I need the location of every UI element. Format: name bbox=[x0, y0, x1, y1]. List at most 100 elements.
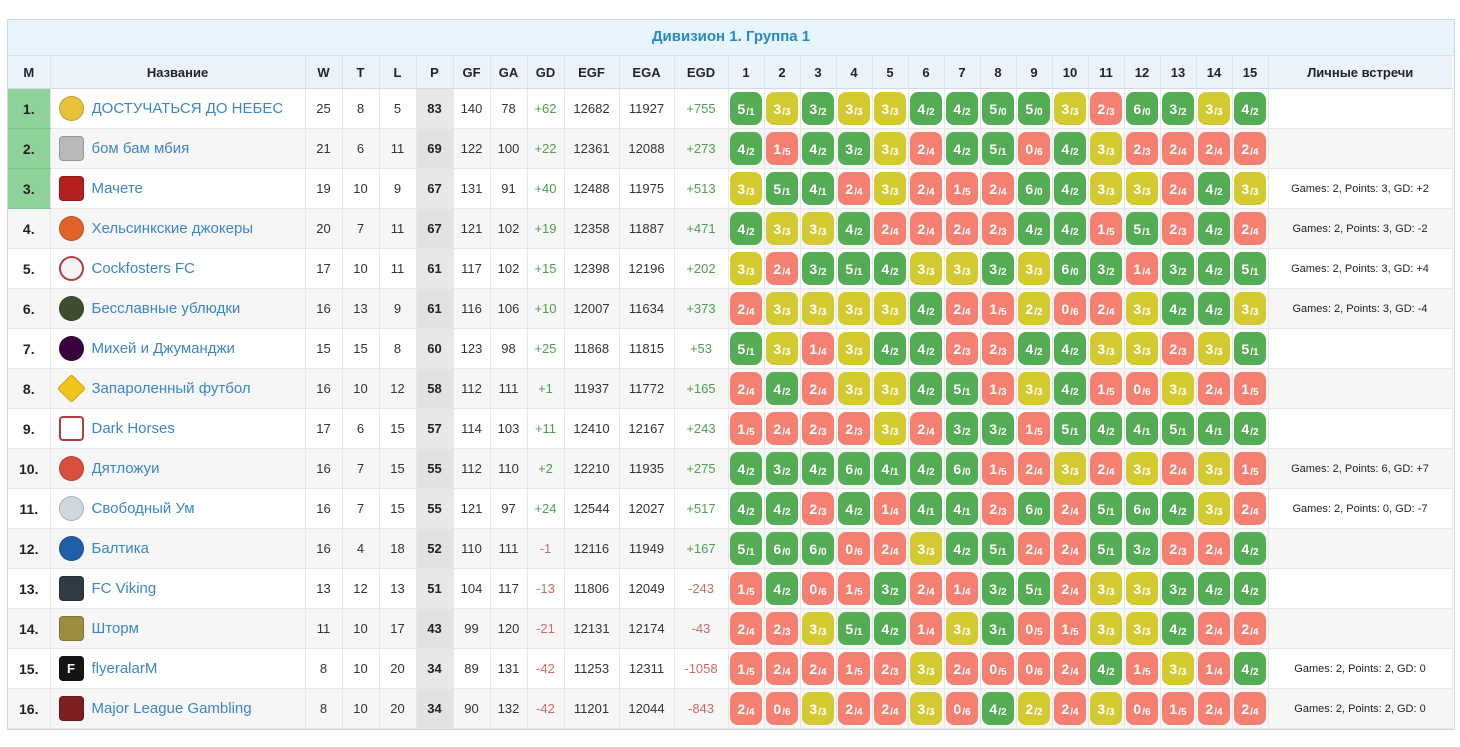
match-result-chip[interactable]: 4/2 bbox=[910, 372, 942, 405]
match-result-chip[interactable]: 3/2 bbox=[802, 252, 834, 285]
match-result-chip[interactable]: 4/2 bbox=[1162, 612, 1194, 645]
match-result-chip[interactable]: 3/2 bbox=[766, 452, 798, 485]
match-result-chip[interactable]: 2/4 bbox=[946, 652, 978, 685]
match-result-chip[interactable]: 0/6 bbox=[1126, 692, 1158, 725]
match-result-chip[interactable]: 2/4 bbox=[802, 652, 834, 685]
match-result-chip[interactable]: 2/4 bbox=[1054, 492, 1086, 525]
match-result-chip[interactable]: 6/0 bbox=[1126, 92, 1158, 125]
match-result-chip[interactable]: 2/4 bbox=[1198, 132, 1230, 165]
team-name-link[interactable]: Михей и Джуманджи bbox=[91, 340, 235, 357]
match-result-chip[interactable]: 2/3 bbox=[874, 652, 906, 685]
match-result-chip[interactable]: 5/1 bbox=[1162, 412, 1194, 445]
match-result-chip[interactable]: 3/3 bbox=[1126, 332, 1158, 365]
match-result-chip[interactable]: 2/4 bbox=[910, 212, 942, 245]
match-result-chip[interactable]: 3/2 bbox=[1090, 252, 1122, 285]
match-result-chip[interactable]: 3/3 bbox=[1234, 172, 1266, 205]
team-name-link[interactable]: Мачете bbox=[91, 180, 143, 197]
match-result-chip[interactable]: 0/6 bbox=[946, 692, 978, 725]
match-result-chip[interactable]: 2/4 bbox=[1234, 132, 1266, 165]
match-result-chip[interactable]: 3/3 bbox=[1090, 132, 1122, 165]
match-result-chip[interactable]: 1/5 bbox=[730, 412, 762, 445]
match-result-chip[interactable]: 2/3 bbox=[766, 612, 798, 645]
match-result-chip[interactable]: 4/1 bbox=[874, 452, 906, 485]
match-result-chip[interactable]: 6/0 bbox=[1126, 492, 1158, 525]
match-result-chip[interactable]: 4/2 bbox=[1198, 572, 1230, 605]
match-result-chip[interactable]: 4/2 bbox=[1198, 292, 1230, 325]
match-result-chip[interactable]: 3/3 bbox=[730, 172, 762, 205]
match-result-chip[interactable]: 5/1 bbox=[1126, 212, 1158, 245]
match-result-chip[interactable]: 5/0 bbox=[982, 92, 1014, 125]
match-result-chip[interactable]: 2/4 bbox=[1162, 132, 1194, 165]
match-result-chip[interactable]: 2/4 bbox=[766, 652, 798, 685]
match-result-chip[interactable]: 2/4 bbox=[1162, 452, 1194, 485]
match-result-chip[interactable]: 4/1 bbox=[946, 492, 978, 525]
match-result-chip[interactable]: 2/4 bbox=[802, 372, 834, 405]
team-name-link[interactable]: ДОСТУЧАТЬСЯ ДО НЕБЕС bbox=[91, 100, 284, 117]
match-result-chip[interactable]: 3/2 bbox=[982, 252, 1014, 285]
match-result-chip[interactable]: 4/2 bbox=[1054, 372, 1086, 405]
match-result-chip[interactable]: 1/4 bbox=[874, 492, 906, 525]
match-result-chip[interactable]: 1/4 bbox=[802, 332, 834, 365]
match-result-chip[interactable]: 4/1 bbox=[802, 172, 834, 205]
match-result-chip[interactable]: 3/3 bbox=[874, 292, 906, 325]
match-result-chip[interactable]: 5/1 bbox=[730, 532, 762, 565]
match-result-chip[interactable]: 5/1 bbox=[1018, 572, 1050, 605]
match-result-chip[interactable]: 3/3 bbox=[910, 532, 942, 565]
match-result-chip[interactable]: 3/3 bbox=[766, 92, 798, 125]
match-result-chip[interactable]: 2/4 bbox=[1234, 612, 1266, 645]
match-result-chip[interactable]: 4/2 bbox=[730, 212, 762, 245]
match-result-chip[interactable]: 3/3 bbox=[1090, 572, 1122, 605]
match-result-chip[interactable]: 5/1 bbox=[1054, 412, 1086, 445]
match-result-chip[interactable]: 4/2 bbox=[1234, 412, 1266, 445]
match-result-chip[interactable]: 2/4 bbox=[1054, 572, 1086, 605]
match-result-chip[interactable]: 6/0 bbox=[766, 532, 798, 565]
match-result-chip[interactable]: 4/2 bbox=[1054, 212, 1086, 245]
match-result-chip[interactable]: 6/0 bbox=[1054, 252, 1086, 285]
match-result-chip[interactable]: 3/3 bbox=[1234, 292, 1266, 325]
match-result-chip[interactable]: 4/2 bbox=[838, 212, 870, 245]
match-result-chip[interactable]: 4/2 bbox=[838, 492, 870, 525]
match-result-chip[interactable]: 4/2 bbox=[1198, 252, 1230, 285]
match-result-chip[interactable]: 2/3 bbox=[982, 492, 1014, 525]
match-result-chip[interactable]: 2/3 bbox=[1162, 532, 1194, 565]
match-result-chip[interactable]: 3/3 bbox=[802, 292, 834, 325]
match-result-chip[interactable]: 3/3 bbox=[1054, 452, 1086, 485]
match-result-chip[interactable]: 4/2 bbox=[1018, 212, 1050, 245]
match-result-chip[interactable]: 3/3 bbox=[874, 372, 906, 405]
match-result-chip[interactable]: 0/5 bbox=[982, 652, 1014, 685]
match-result-chip[interactable]: 3/2 bbox=[946, 412, 978, 445]
match-result-chip[interactable]: 3/3 bbox=[1126, 172, 1158, 205]
match-result-chip[interactable]: 2/4 bbox=[766, 412, 798, 445]
match-result-chip[interactable]: 2/4 bbox=[1162, 172, 1194, 205]
match-result-chip[interactable]: 4/2 bbox=[1090, 652, 1122, 685]
match-result-chip[interactable]: 3/3 bbox=[766, 212, 798, 245]
match-result-chip[interactable]: 2/4 bbox=[838, 692, 870, 725]
match-result-chip[interactable]: 4/2 bbox=[1162, 292, 1194, 325]
match-result-chip[interactable]: 4/2 bbox=[802, 452, 834, 485]
match-result-chip[interactable]: 3/3 bbox=[1090, 332, 1122, 365]
match-result-chip[interactable]: 4/2 bbox=[1234, 652, 1266, 685]
match-result-chip[interactable]: 3/3 bbox=[946, 252, 978, 285]
match-result-chip[interactable]: 6/0 bbox=[1018, 492, 1050, 525]
match-result-chip[interactable]: 4/2 bbox=[1198, 172, 1230, 205]
match-result-chip[interactable]: 2/3 bbox=[946, 332, 978, 365]
match-result-chip[interactable]: 3/2 bbox=[1162, 572, 1194, 605]
match-result-chip[interactable]: 3/2 bbox=[838, 132, 870, 165]
match-result-chip[interactable]: 2/4 bbox=[874, 212, 906, 245]
match-result-chip[interactable]: 5/0 bbox=[1018, 92, 1050, 125]
match-result-chip[interactable]: 4/2 bbox=[1162, 492, 1194, 525]
match-result-chip[interactable]: 2/4 bbox=[1090, 292, 1122, 325]
match-result-chip[interactable]: 3/3 bbox=[910, 692, 942, 725]
match-result-chip[interactable]: 3/3 bbox=[1090, 172, 1122, 205]
match-result-chip[interactable]: 4/2 bbox=[1054, 132, 1086, 165]
match-result-chip[interactable]: 3/3 bbox=[1018, 372, 1050, 405]
match-result-chip[interactable]: 3/2 bbox=[802, 92, 834, 125]
match-result-chip[interactable]: 3/3 bbox=[874, 172, 906, 205]
match-result-chip[interactable]: 1/5 bbox=[766, 132, 798, 165]
match-result-chip[interactable]: 4/2 bbox=[1054, 332, 1086, 365]
match-result-chip[interactable]: 5/1 bbox=[946, 372, 978, 405]
match-result-chip[interactable]: 1/5 bbox=[1126, 652, 1158, 685]
match-result-chip[interactable]: 4/2 bbox=[1090, 412, 1122, 445]
match-result-chip[interactable]: 2/3 bbox=[1126, 132, 1158, 165]
match-result-chip[interactable]: 4/2 bbox=[874, 252, 906, 285]
